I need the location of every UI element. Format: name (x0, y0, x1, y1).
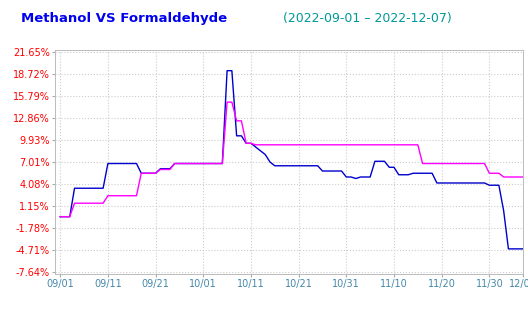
Text: Methanol VS Formaldehyde: Methanol VS Formaldehyde (21, 12, 227, 25)
Text: (2022-09-01 – 2022-12-07): (2022-09-01 – 2022-12-07) (275, 12, 451, 25)
